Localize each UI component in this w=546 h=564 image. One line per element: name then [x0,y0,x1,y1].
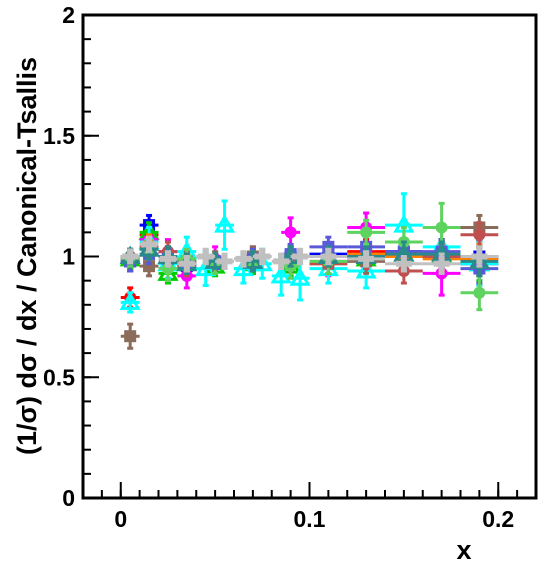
data-point [358,250,375,267]
data-point [122,248,139,265]
y-axis-title: (1/σ) dσ / dx / Canonical-Tsallis [12,57,42,455]
data-point [270,264,292,284]
data-point [273,253,290,270]
data-point [473,286,486,299]
data-point [119,291,141,310]
series-12 [120,235,499,275]
y-tick-label: 1 [62,244,75,270]
data-point [473,228,486,241]
data-point [178,255,195,272]
x-tick-label: 0.1 [294,506,326,532]
x-tick-label: 0 [114,506,127,532]
data-point [159,250,176,267]
data-point [320,248,337,265]
data-point [141,236,158,253]
data-point [124,330,137,343]
axes: 0 0.5 1 1.5 2 0 0.1 0.2 [43,2,537,532]
x-axis-title: x [456,535,471,564]
data-point [435,221,448,234]
data-point [360,226,373,239]
data-point [254,248,271,265]
data-point [355,259,377,279]
data-point [433,255,450,272]
y-tick-label: 1.5 [43,123,75,149]
data-point [292,248,309,265]
y-tick-label: 0 [62,485,75,511]
data-point [395,255,412,272]
data-point [289,267,311,286]
data-point [284,226,297,239]
data-point [471,248,488,265]
y-tick-label: 2 [62,2,75,28]
data-point [197,248,214,265]
x-tick-label: 0.2 [482,506,514,532]
data-point [235,250,252,267]
y-tick-label: 0.5 [43,364,75,390]
plot-area [119,192,499,350]
data-point [213,214,236,233]
data-point [138,238,160,257]
data-point [216,253,233,270]
